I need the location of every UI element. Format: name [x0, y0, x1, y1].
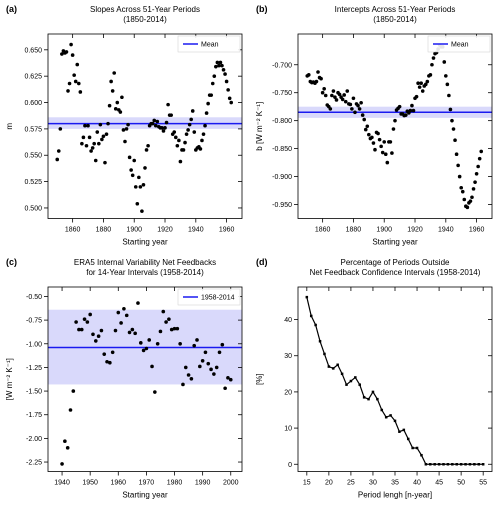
svg-text:Intercepts Across 51-Year Peri: Intercepts Across 51-Year Periods	[335, 5, 456, 14]
svg-text:30: 30	[284, 353, 292, 360]
svg-text:1860: 1860	[315, 227, 331, 234]
svg-text:(a): (a)	[6, 4, 17, 14]
svg-text:(b): (b)	[256, 4, 268, 14]
svg-text:1920: 1920	[157, 227, 173, 234]
svg-text:Starting year: Starting year	[372, 238, 418, 247]
svg-text:0.625: 0.625	[24, 74, 42, 81]
svg-text:45: 45	[435, 479, 443, 486]
svg-text:35: 35	[391, 479, 399, 486]
svg-text:25: 25	[347, 479, 355, 486]
svg-text:1990: 1990	[195, 479, 211, 486]
svg-text:50: 50	[457, 479, 465, 486]
svg-text:-0.900: -0.900	[272, 174, 292, 181]
svg-text:0.600: 0.600	[24, 100, 42, 107]
svg-text:Period lengh [n-year]: Period lengh [n-year]	[358, 490, 432, 499]
svg-text:1920: 1920	[407, 227, 423, 234]
svg-text:0.525: 0.525	[24, 179, 42, 186]
svg-text:0.650: 0.650	[24, 47, 42, 54]
svg-text:20: 20	[284, 389, 292, 396]
svg-text:1980: 1980	[167, 479, 183, 486]
svg-text:m: m	[5, 123, 14, 130]
svg-text:(1850-2014): (1850-2014)	[123, 15, 167, 24]
svg-text:-0.800: -0.800	[272, 118, 292, 125]
svg-text:ERA5 Internal Variability Net: ERA5 Internal Variability Net Feedbacks	[74, 258, 216, 267]
svg-text:(d): (d)	[256, 257, 268, 267]
svg-text:Net Feedback Confidence Interv: Net Feedback Confidence Intervals (1958-…	[310, 268, 481, 277]
svg-text:Percentage of Periods Outside: Percentage of Periods Outside	[341, 258, 451, 267]
svg-text:[%]: [%]	[255, 373, 264, 385]
svg-text:for 14-Year Intervals (1958-20: for 14-Year Intervals (1958-2014)	[86, 268, 204, 277]
panel-c: (c) ERA5 Internal Variability Net Feedbac…	[0, 253, 250, 505]
svg-text:(c): (c)	[6, 257, 17, 267]
panel-d: (d) Percentage of Periods OutsideNet Feed…	[250, 253, 500, 505]
svg-text:40: 40	[284, 317, 292, 324]
svg-text:30: 30	[369, 479, 377, 486]
svg-text:1950: 1950	[82, 479, 98, 486]
svg-text:-1.00: -1.00	[26, 341, 42, 348]
panel-b: (b) Intercepts Across 51-Year Periods(185…	[250, 0, 500, 253]
svg-text:1960: 1960	[469, 227, 485, 234]
svg-text:-1.50: -1.50	[26, 388, 42, 395]
svg-text:1970: 1970	[139, 479, 155, 486]
svg-text:10: 10	[284, 425, 292, 432]
svg-text:1860: 1860	[65, 227, 81, 234]
svg-text:Mean: Mean	[451, 42, 469, 49]
svg-text:-0.75: -0.75	[26, 317, 42, 324]
svg-text:-1.25: -1.25	[26, 364, 42, 371]
svg-text:-0.700: -0.700	[272, 62, 292, 69]
svg-text:1960: 1960	[219, 227, 235, 234]
svg-text:1940: 1940	[438, 227, 454, 234]
svg-text:Mean: Mean	[201, 42, 219, 49]
svg-text:20: 20	[325, 479, 333, 486]
svg-text:55: 55	[479, 479, 487, 486]
svg-text:-1.75: -1.75	[26, 412, 42, 419]
svg-text:1880: 1880	[346, 227, 362, 234]
svg-text:Starting year: Starting year	[122, 238, 168, 247]
svg-text:-2.25: -2.25	[26, 459, 42, 466]
svg-text:Starting year: Starting year	[122, 490, 168, 499]
svg-text:-0.950: -0.950	[272, 202, 292, 209]
svg-text:1960: 1960	[111, 479, 127, 486]
svg-text:1940: 1940	[54, 479, 70, 486]
figure-grid: (a)Slopes Across 51-Year Periods(1850-20…	[0, 0, 500, 505]
svg-text:-2.00: -2.00	[26, 435, 42, 442]
svg-text:(1850-2014): (1850-2014)	[373, 15, 417, 24]
svg-text:0: 0	[288, 461, 292, 468]
svg-text:1900: 1900	[126, 227, 142, 234]
svg-text:0.550: 0.550	[24, 153, 42, 160]
svg-text:Slopes Across 51-Year Periods: Slopes Across 51-Year Periods	[90, 5, 200, 14]
svg-text:1900: 1900	[376, 227, 392, 234]
svg-text:40: 40	[413, 479, 421, 486]
svg-text:1880: 1880	[96, 227, 112, 234]
svg-text:2000: 2000	[223, 479, 239, 486]
panel-a: (a) Slopes Across 51-Year Periods(1850-20…	[0, 0, 250, 253]
svg-text:b [W m⁻² K⁻¹]: b [W m⁻² K⁻¹]	[255, 102, 264, 151]
svg-text:15: 15	[303, 479, 311, 486]
svg-text:1958-2014: 1958-2014	[201, 294, 235, 301]
svg-text:0.575: 0.575	[24, 126, 42, 133]
svg-text:-0.50: -0.50	[26, 293, 42, 300]
svg-text:-0.850: -0.850	[272, 146, 292, 153]
svg-text:-0.750: -0.750	[272, 90, 292, 97]
svg-text:[W m⁻² K⁻¹]: [W m⁻² K⁻¹]	[5, 358, 14, 400]
svg-text:0.500: 0.500	[24, 205, 42, 212]
svg-text:1940: 1940	[188, 227, 204, 234]
